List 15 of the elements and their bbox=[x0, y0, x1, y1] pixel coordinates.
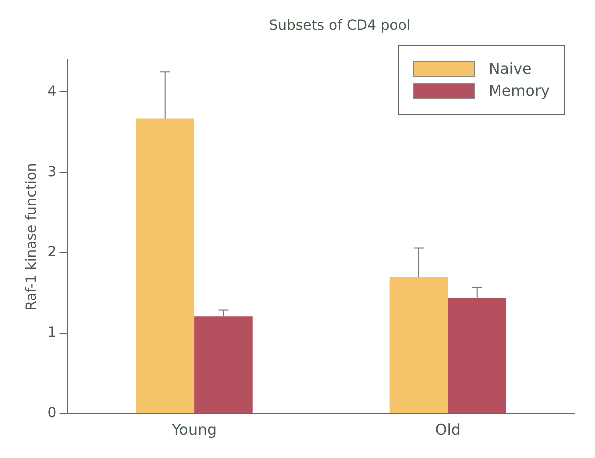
bar bbox=[136, 118, 195, 414]
chart-title: Subsets of CD4 pool bbox=[268, 18, 412, 34]
bar bbox=[448, 298, 507, 414]
y-tick-label: 2 bbox=[48, 244, 57, 261]
y-tick-label: 0 bbox=[48, 406, 57, 422]
y-axis-title: Raf-1 kinase function bbox=[24, 163, 40, 311]
x-tick-label: Old bbox=[435, 420, 461, 439]
bar bbox=[194, 316, 253, 414]
y-tick-label: 3 bbox=[48, 164, 57, 180]
y-tick-label: 1 bbox=[48, 325, 57, 342]
x-tick-label: Young bbox=[171, 420, 217, 439]
legend-label: Memory bbox=[488, 82, 550, 100]
y-tick-label: 4 bbox=[48, 84, 57, 100]
legend-label: Naive bbox=[488, 60, 532, 78]
bar bbox=[390, 277, 448, 414]
